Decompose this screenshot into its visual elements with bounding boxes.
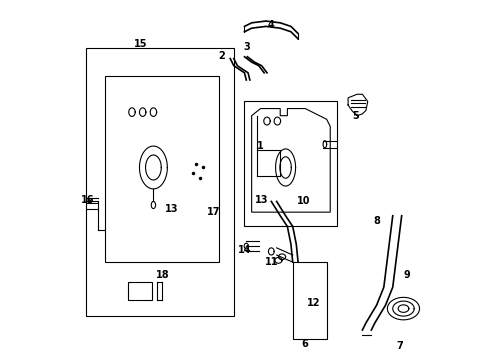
Text: 18: 18 <box>155 270 169 280</box>
Text: 12: 12 <box>307 298 320 308</box>
Text: 11: 11 <box>264 257 278 267</box>
Text: 15: 15 <box>134 39 147 49</box>
Text: 3: 3 <box>243 42 249 52</box>
Text: 9: 9 <box>403 270 409 280</box>
Text: 8: 8 <box>372 216 379 226</box>
Text: 13: 13 <box>254 195 268 204</box>
Polygon shape <box>347 94 367 116</box>
Text: 1: 1 <box>257 141 264 151</box>
Text: 13: 13 <box>164 203 178 213</box>
Text: 16: 16 <box>81 195 94 204</box>
Text: 17: 17 <box>207 207 221 217</box>
Text: 2: 2 <box>218 51 224 61</box>
Text: 7: 7 <box>396 341 403 351</box>
Text: 6: 6 <box>301 339 308 349</box>
Text: 10: 10 <box>296 197 309 206</box>
Text: 14: 14 <box>237 245 251 255</box>
Text: 5: 5 <box>351 111 358 121</box>
Text: 4: 4 <box>267 19 274 30</box>
